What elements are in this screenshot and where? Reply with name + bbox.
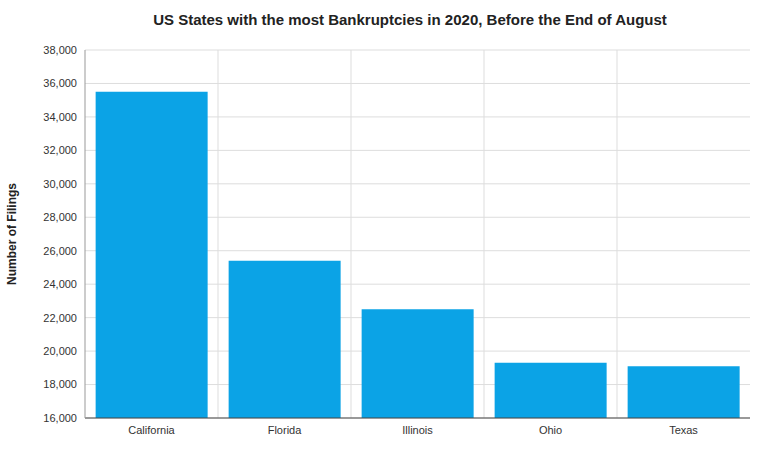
html-text:US States with the most Bankru: US States with the most Bankruptcies in … <box>153 11 667 28</box>
svg-text:Ohio: Ohio <box>539 424 562 436</box>
svg-text:Florida: Florida <box>268 424 303 436</box>
svg-text:28,000: 28,000 <box>43 211 77 223</box>
svg-text:18,000: 18,000 <box>43 378 77 390</box>
svg-text:16,000: 16,000 <box>43 412 77 424</box>
svg-text:California: California <box>128 424 175 436</box>
svg-text:26,000: 26,000 <box>43 245 77 257</box>
svg-text:38,000: 38,000 <box>43 44 77 56</box>
svg-text:30,000: 30,000 <box>43 178 77 190</box>
svg-text:36,000: 36,000 <box>43 77 77 89</box>
svg-text:24,000: 24,000 <box>43 278 77 290</box>
svg-text:34,000: 34,000 <box>43 111 77 123</box>
svg-text:22,000: 22,000 <box>43 312 77 324</box>
svg-text:Texas: Texas <box>669 424 698 436</box>
svg-text:Number of Filings: Number of Filings <box>8 183 19 285</box>
svg-text:Illinois: Illinois <box>402 424 433 436</box>
svg-text:32,000: 32,000 <box>43 144 77 156</box>
svg-text:20,000: 20,000 <box>43 345 77 357</box>
